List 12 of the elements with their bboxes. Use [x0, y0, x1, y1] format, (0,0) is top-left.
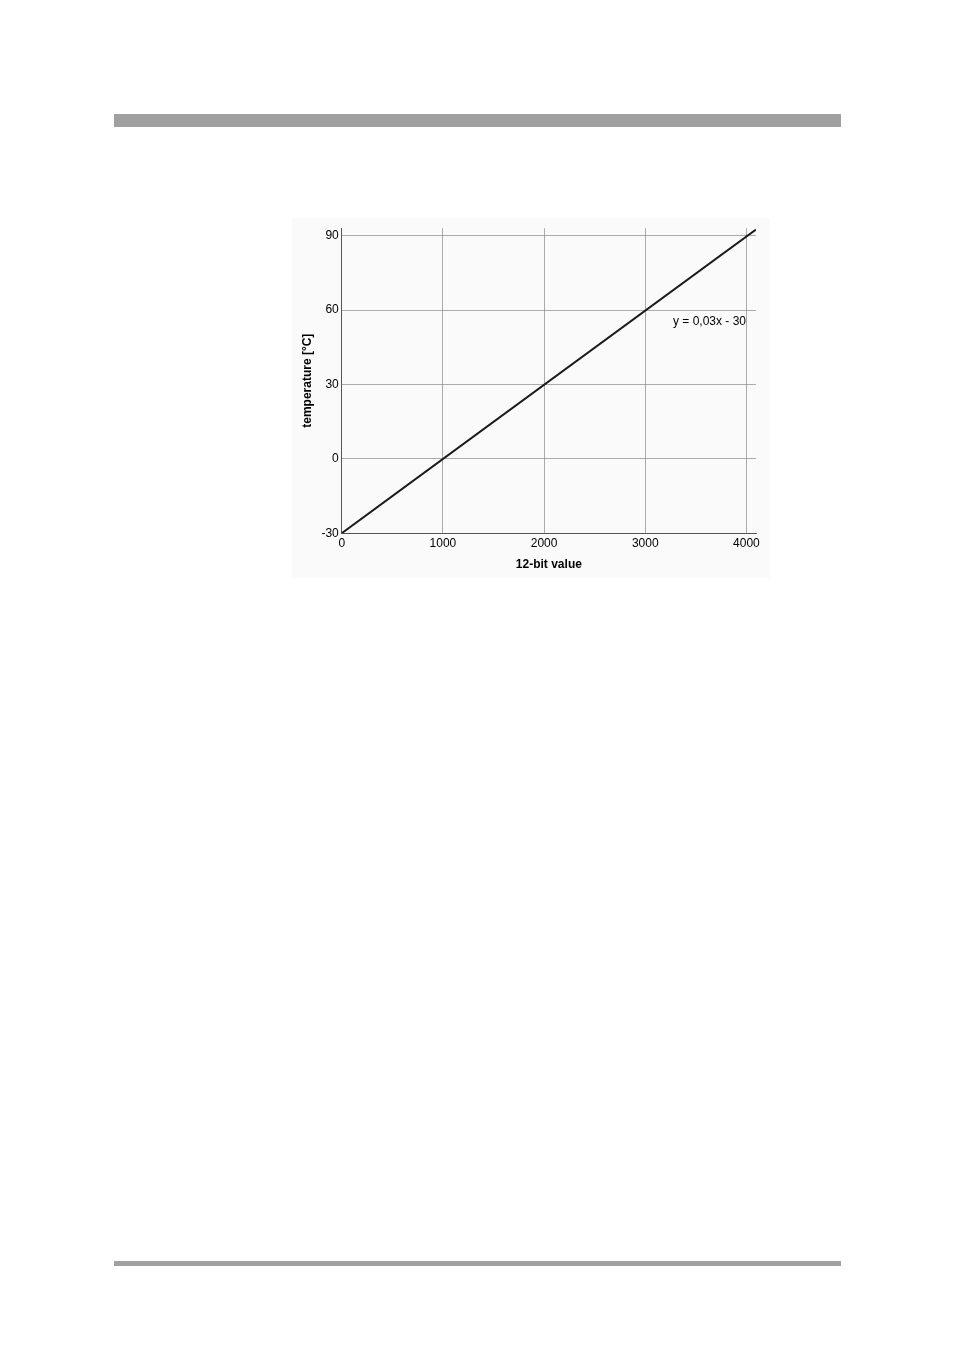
y-tick-label: -30 — [321, 525, 340, 540]
x-axis-title: 12-bit value — [515, 557, 583, 572]
y-tick-label: 90 — [325, 227, 340, 242]
x-tick-label: 4000 — [733, 535, 761, 550]
y-tick-label: 0 — [332, 451, 340, 466]
x-tick-label: 2000 — [530, 535, 558, 550]
y-tick-label: 60 — [325, 302, 340, 317]
y-axis-title: temperature [°C] — [299, 333, 314, 428]
annotation: y = 0,03x - 30 — [672, 314, 747, 329]
x-tick-label: 1000 — [429, 535, 457, 550]
x-tick-label: 3000 — [631, 535, 659, 550]
y-tick-label: 30 — [325, 376, 340, 391]
